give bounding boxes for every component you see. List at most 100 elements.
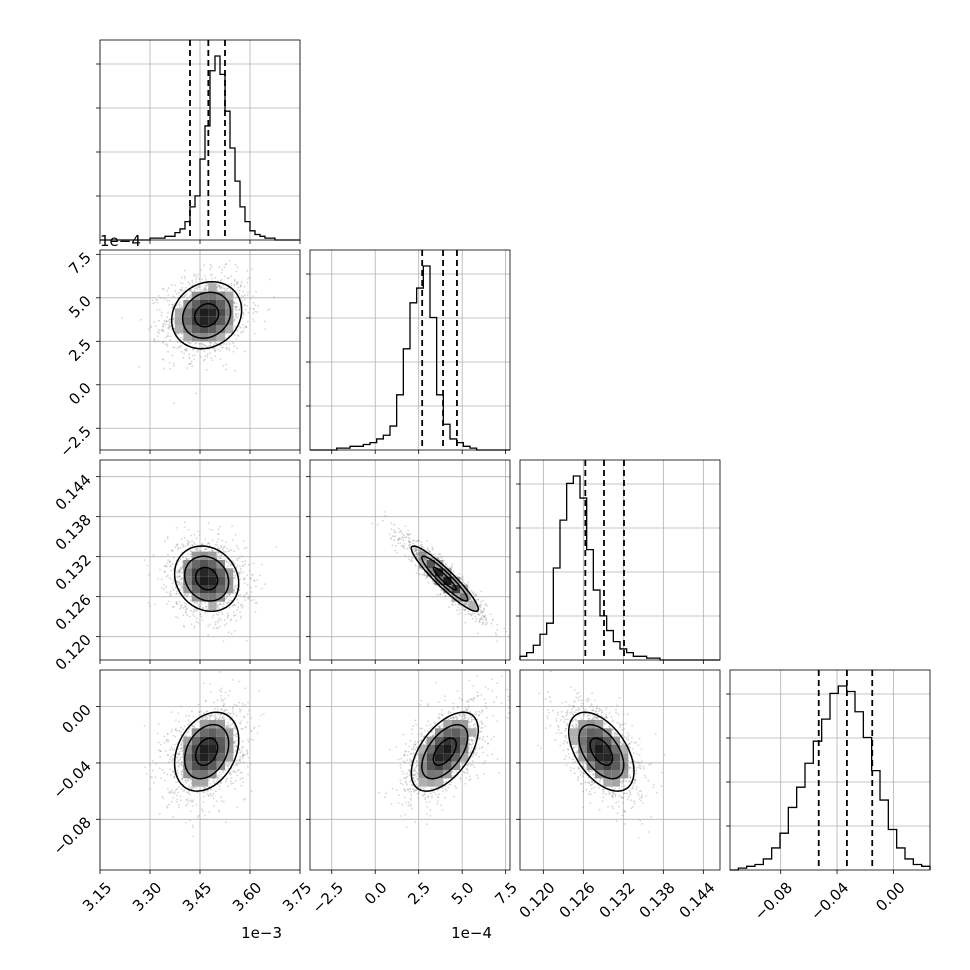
scatter-point <box>393 529 395 531</box>
scatter-point <box>181 775 184 778</box>
scatter-point <box>396 552 398 554</box>
scatter-point <box>162 340 165 343</box>
scatter-point <box>417 569 420 572</box>
scatter-point <box>219 625 221 628</box>
scatter-point <box>197 349 200 352</box>
scatter-point <box>173 319 176 322</box>
scatter-point <box>213 627 215 630</box>
scatter-point <box>251 574 254 577</box>
scatter-point <box>169 368 171 370</box>
scatter-point <box>237 315 239 318</box>
scatter-point <box>213 343 215 346</box>
scatter-point <box>494 632 497 634</box>
x-tick-label: −0.04 <box>807 879 852 924</box>
scatter-point <box>172 362 175 365</box>
scatter-point <box>149 788 151 790</box>
density-cell <box>200 308 209 317</box>
scatter-point <box>236 266 239 269</box>
scatter-point <box>243 547 246 550</box>
scatter-point <box>242 312 245 314</box>
scatter-point <box>201 619 204 621</box>
scatter-point <box>267 309 269 312</box>
scatter-point <box>458 573 461 575</box>
scatter-point <box>221 613 224 616</box>
scatter-point <box>242 323 245 326</box>
scatter-point <box>205 548 208 551</box>
scatter-point <box>206 283 209 286</box>
scatter-point <box>164 343 167 346</box>
scatter-point <box>467 611 470 613</box>
density-cell <box>225 308 234 317</box>
scatter-point <box>175 615 177 618</box>
scatter-point <box>175 572 178 574</box>
scatter-point <box>183 295 186 298</box>
density-cell <box>216 333 225 342</box>
scatter-point <box>176 347 179 350</box>
scatter-point <box>193 541 196 544</box>
scatter-point <box>236 282 238 285</box>
scatter-point <box>235 316 237 318</box>
scatter-point <box>188 342 191 345</box>
scatter-point <box>174 284 176 287</box>
scatter-point <box>169 318 171 321</box>
scatter-point <box>162 583 165 586</box>
scatter-point <box>484 623 487 625</box>
scatter-point <box>193 533 196 536</box>
density-cell <box>200 576 209 585</box>
scatter-point <box>194 287 197 290</box>
scatter-point <box>197 530 200 533</box>
scatter-point <box>217 528 220 530</box>
scatter-point <box>217 284 220 286</box>
scatter-point <box>246 574 248 577</box>
scatter-point <box>166 316 168 319</box>
scatter-point <box>214 350 217 352</box>
scatter-point <box>242 781 245 783</box>
scatter-point <box>239 594 242 596</box>
scatter-point <box>402 547 405 550</box>
scatter-point <box>482 607 485 610</box>
scatter-point <box>179 558 182 561</box>
scatter-point <box>147 328 150 331</box>
scatter-point <box>247 597 250 600</box>
scatter-point <box>186 298 189 301</box>
scatter-point <box>252 562 255 565</box>
histogram-step <box>100 55 300 241</box>
scatter-point <box>149 325 152 327</box>
scatter-point <box>190 290 193 293</box>
scatter-point <box>220 773 223 776</box>
scatter-point <box>439 593 442 596</box>
scatter-point <box>233 301 236 303</box>
scatter-point <box>196 602 199 604</box>
scatter-point <box>485 617 487 620</box>
scatter-point <box>209 528 211 531</box>
scatter-point <box>176 590 178 593</box>
scatter-point <box>194 278 197 281</box>
histogram-step <box>310 265 510 451</box>
scatter-point <box>219 286 221 288</box>
scatter-point <box>140 318 142 321</box>
scatter-point <box>246 713 249 715</box>
scatter-point <box>231 525 234 527</box>
scatter-point <box>188 793 191 795</box>
scatter-point <box>403 543 406 545</box>
scatter-point <box>448 566 451 569</box>
scatter-point <box>152 302 155 305</box>
scatter-point <box>162 288 165 291</box>
scatter-point <box>241 302 244 305</box>
scatter-point <box>464 613 467 616</box>
scatter-point <box>236 282 239 285</box>
y-tick-label: 2.5 <box>65 335 95 365</box>
scatter-point <box>390 528 393 530</box>
scatter-point <box>176 602 178 605</box>
scatter-point <box>221 286 223 289</box>
scatter-point <box>182 614 185 617</box>
scatter-point <box>220 285 223 288</box>
scatter-point <box>180 589 183 592</box>
scatter-point <box>196 609 198 612</box>
scatter-point <box>166 537 169 540</box>
scatter-point <box>234 533 237 536</box>
scatter-point <box>459 612 462 614</box>
panel-frame <box>519 459 721 661</box>
scatter-point <box>182 356 185 359</box>
scatter-point <box>202 801 205 804</box>
